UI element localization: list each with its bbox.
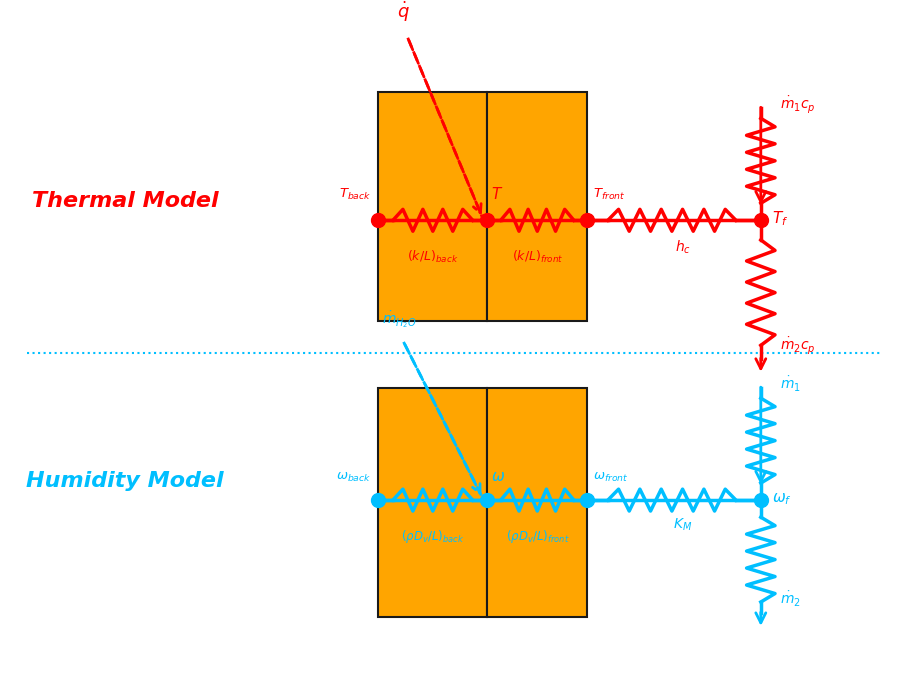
Text: $T_{back}$: $T_{back}$: [339, 187, 372, 202]
Text: $(k/L)_{front}$: $(k/L)_{front}$: [511, 249, 563, 265]
Text: $\omega_{front}$: $\omega_{front}$: [593, 471, 628, 484]
Point: [753, 215, 768, 225]
Text: $(k/L)_{back}$: $(k/L)_{back}$: [407, 249, 458, 265]
Text: $\omega_{back}$: $\omega_{back}$: [336, 471, 372, 484]
Text: $\omega$: $\omega$: [491, 469, 505, 484]
Point: [753, 495, 768, 506]
Text: $(\rho D_v/L)_{front}$: $(\rho D_v/L)_{front}$: [506, 528, 569, 545]
Point: [580, 215, 595, 225]
Text: $\dot{q}$: $\dot{q}$: [397, 0, 410, 24]
Bar: [487, 92, 588, 320]
Point: [372, 215, 386, 225]
Text: $T$: $T$: [491, 186, 503, 202]
Text: $\dot{m}_1$: $\dot{m}_1$: [780, 375, 801, 394]
Text: $\dot{m}_1 c_p$: $\dot{m}_1 c_p$: [780, 94, 816, 115]
Text: Humidity Model: Humidity Model: [26, 471, 224, 491]
Point: [580, 495, 595, 506]
Text: $T_f$: $T_f$: [772, 210, 788, 228]
Text: $\omega_f$: $\omega_f$: [772, 491, 792, 507]
Point: [480, 495, 494, 506]
Bar: [379, 92, 487, 320]
Text: $K_M$: $K_M$: [673, 517, 693, 533]
Text: $\dot{m}_2$: $\dot{m}_2$: [780, 590, 801, 609]
Text: $h_c$: $h_c$: [675, 238, 691, 256]
Point: [372, 495, 386, 506]
Text: $\dot{m}_2 c_p$: $\dot{m}_2 c_p$: [780, 335, 816, 356]
Text: Thermal Model: Thermal Model: [32, 191, 219, 211]
Bar: [487, 388, 588, 617]
Bar: [379, 388, 487, 617]
Text: $T_{front}$: $T_{front}$: [593, 187, 626, 202]
Text: $\dot{m}_{H_2O}$: $\dot{m}_{H_2O}$: [382, 310, 417, 331]
Text: $(\rho D_v/L)_{back}$: $(\rho D_v/L)_{back}$: [401, 528, 464, 545]
Point: [480, 215, 494, 225]
